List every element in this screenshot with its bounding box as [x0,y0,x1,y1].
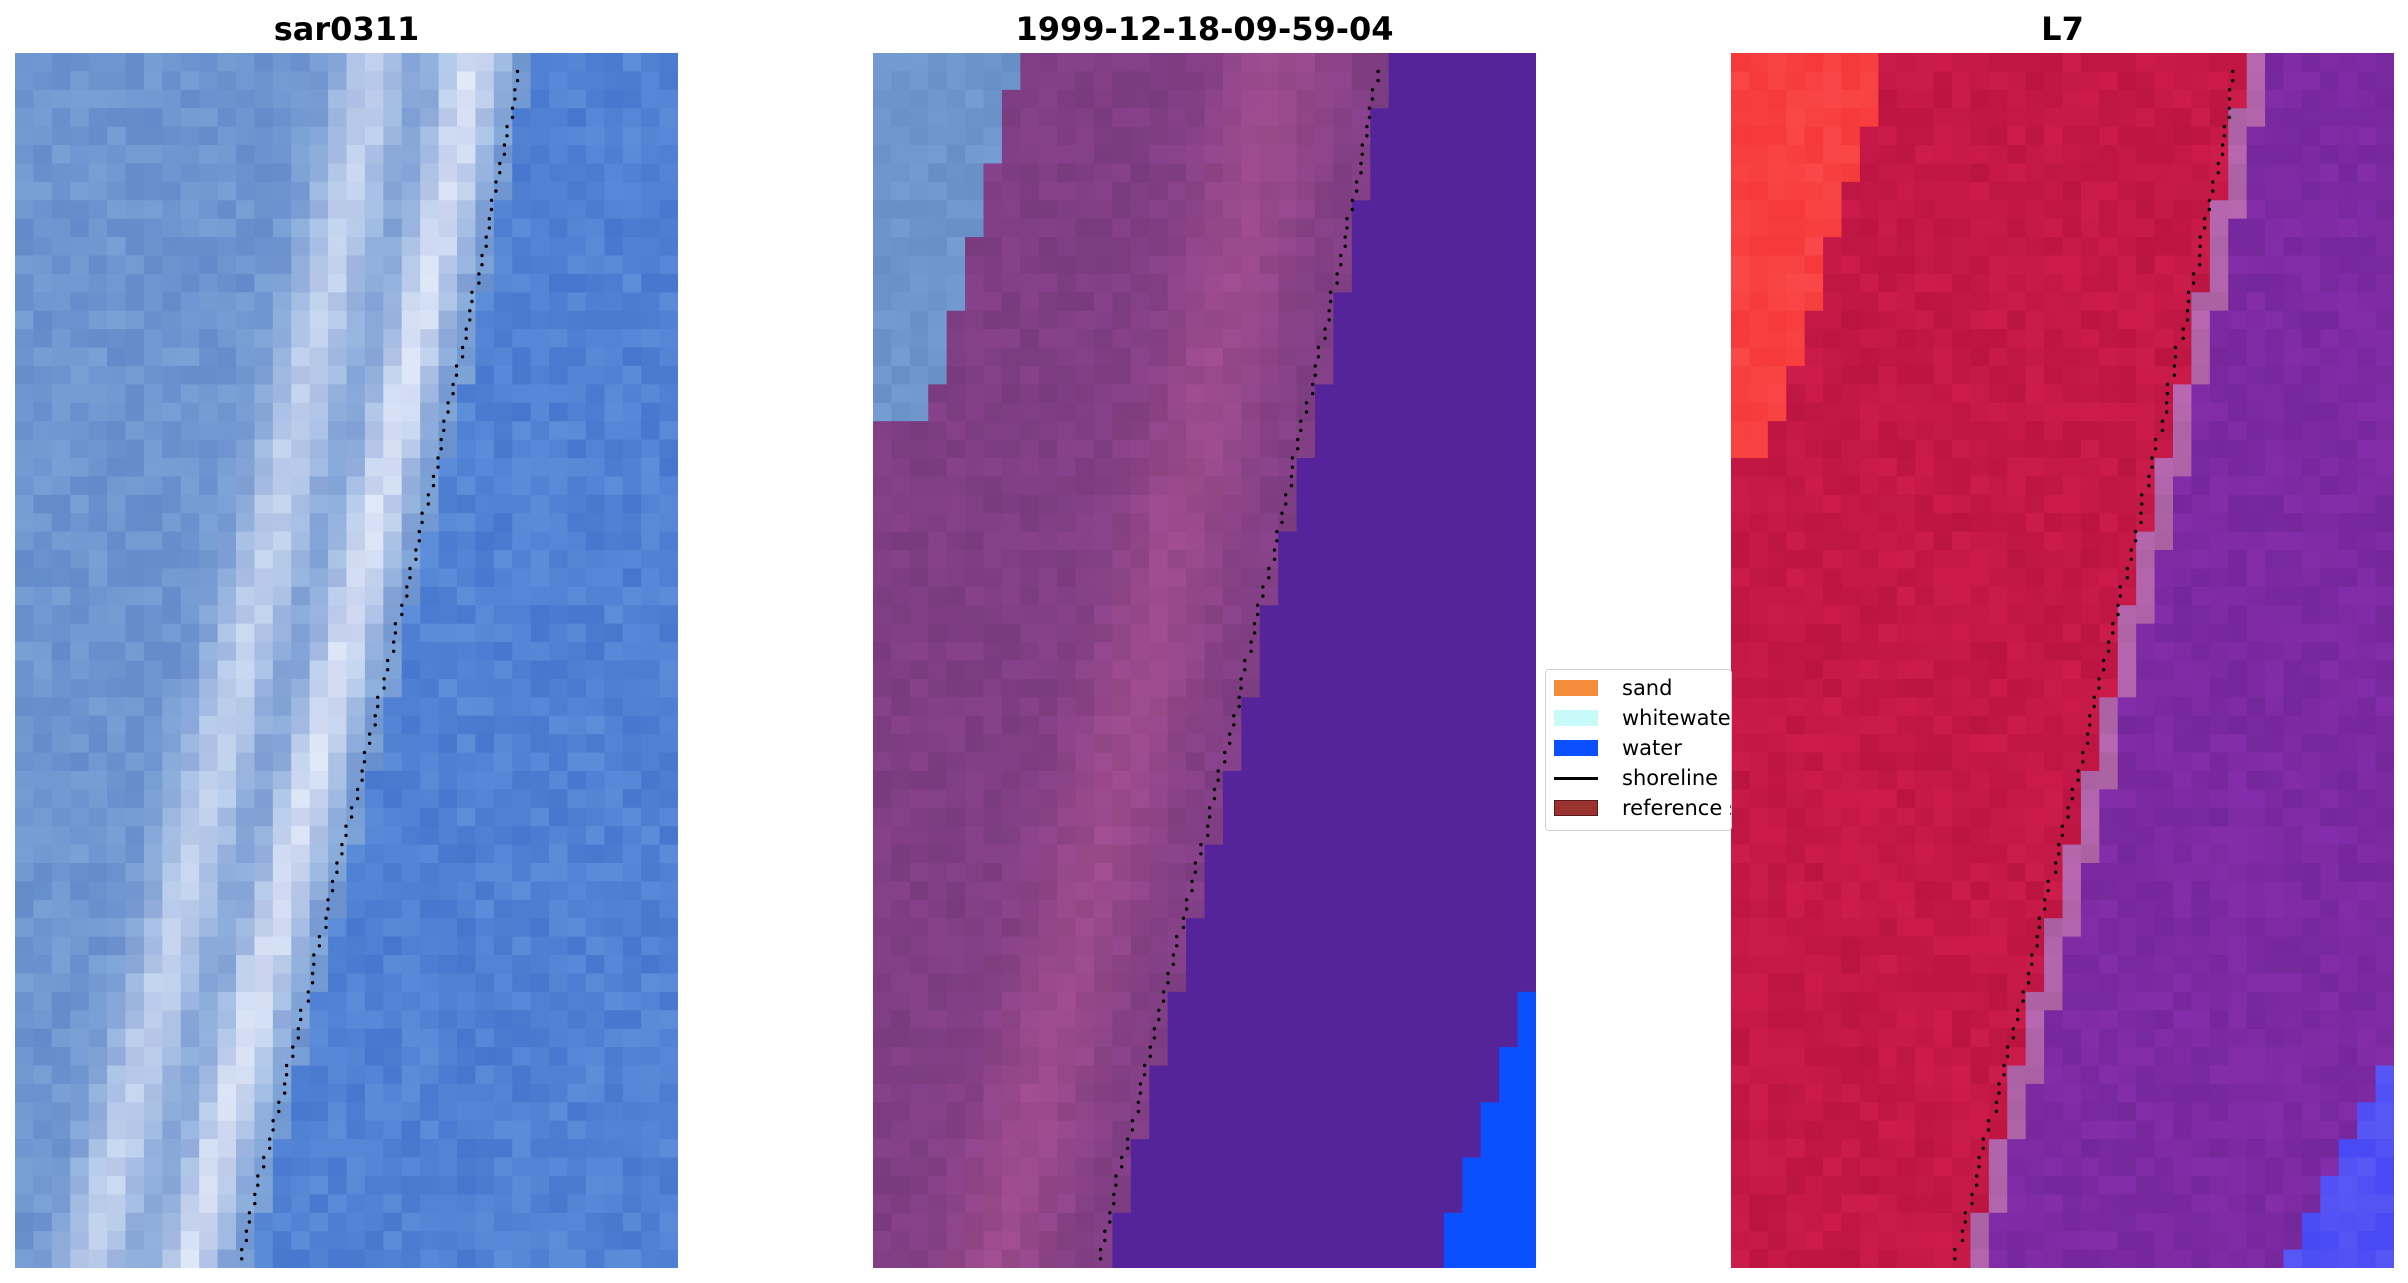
rgb-image-panel [15,53,678,1268]
reference-swatch-icon [1554,800,1598,816]
legend-label-shoreline: shoreline [1622,766,1719,790]
panel-title-1: sar0311 [273,10,420,48]
shoreline-line-icon [1554,776,1598,780]
ndwi-image-panel [1731,53,2394,1268]
legend-label-whitewater: whitewater [1622,706,1732,730]
legend-item-sand: sand [1554,674,1672,702]
water-swatch-icon [1554,740,1598,756]
legend-label-sand: sand [1622,676,1673,700]
classified-image [873,53,1536,1268]
sand-swatch-icon [1554,680,1598,696]
classified-image-panel [873,53,1536,1268]
legend-label-reference: reference s [1622,796,1732,820]
ndwi-image [1731,53,2394,1268]
panel-title-3: L7 [2041,10,2084,48]
rgb-image [15,53,678,1268]
legend-item-reference: reference s [1554,794,1732,822]
legend-item-whitewater: whitewater [1554,704,1732,732]
panel-title-2: 1999-12-18-09-59-04 [1015,10,1394,48]
legend-label-water: water [1622,736,1682,760]
legend-item-shoreline: shoreline [1554,764,1718,792]
legend-box: sand whitewater water shoreline referenc… [1545,669,1732,831]
whitewater-swatch-icon [1554,710,1598,726]
legend-item-water: water [1554,734,1682,762]
